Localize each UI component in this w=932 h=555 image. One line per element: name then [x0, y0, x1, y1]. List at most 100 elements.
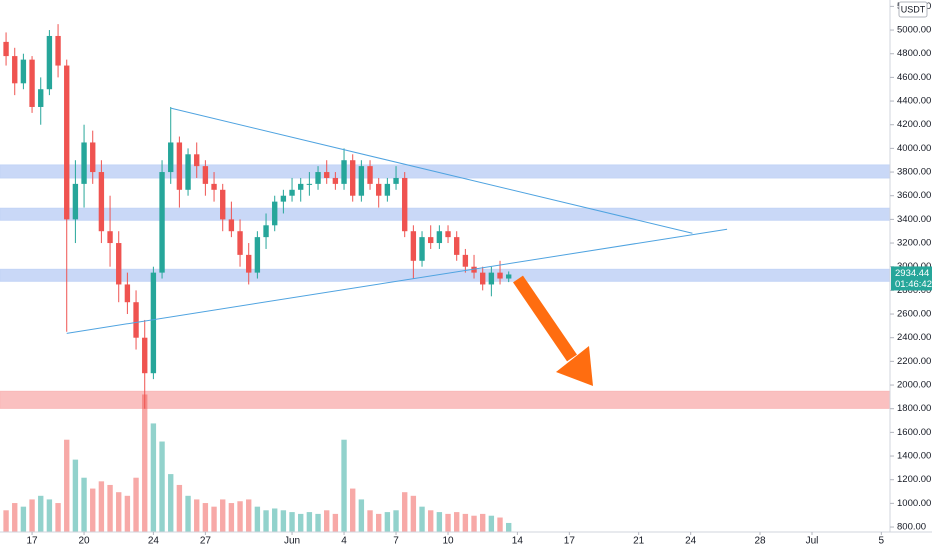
volume-bar — [341, 439, 347, 532]
candle-body — [185, 154, 191, 190]
y-tick-label: 4200.00 — [897, 119, 931, 130]
last-price-label: 2934.44 — [895, 268, 929, 279]
candle-body — [367, 166, 373, 184]
y-tick-label: 4600.00 — [897, 72, 931, 83]
x-tick-label: 7 — [393, 536, 399, 547]
candle-body — [298, 183, 304, 190]
volume-bar — [124, 495, 131, 532]
last-price-box — [891, 266, 932, 291]
volume-bar — [116, 492, 122, 532]
candle-body — [488, 272, 495, 285]
volume-bar — [324, 510, 330, 532]
candle-body — [384, 183, 391, 196]
arrow-head — [556, 346, 593, 386]
y-tick-label: 3600.00 — [897, 190, 931, 201]
candle-body — [315, 172, 321, 184]
volume-bar — [298, 513, 304, 532]
candle-body — [46, 35, 53, 90]
currency-label: USDT — [901, 4, 926, 14]
volume-bar — [289, 512, 295, 532]
candle-body — [202, 166, 209, 184]
volume-bar — [194, 499, 200, 532]
volume-bar — [150, 423, 157, 532]
y-tick-label: 2000.00 — [897, 380, 931, 391]
y-tick-label: 2400.00 — [897, 332, 931, 343]
currency-badge: USDT — [898, 1, 928, 18]
x-tick-label: 24 — [148, 536, 160, 547]
y-tick-label: 1800.00 — [897, 403, 931, 414]
volume-bar — [506, 522, 512, 532]
volume-bar — [497, 517, 503, 532]
volume-bar — [20, 506, 27, 532]
candle-body — [402, 177, 408, 232]
candle-body — [211, 183, 217, 190]
x-tick-label: 4 — [341, 536, 347, 547]
candle-body — [497, 272, 503, 279]
candle-body — [350, 160, 356, 196]
x-tick-label: Jul — [806, 536, 819, 547]
candle-body — [436, 231, 443, 244]
volume-bar — [220, 499, 226, 532]
x-tick-label: 20 — [78, 536, 90, 547]
volume-bar — [419, 506, 425, 532]
candle-body — [445, 231, 451, 238]
y-tick-label: 2200.00 — [897, 356, 931, 367]
volume-bar — [46, 499, 53, 532]
candle-body — [480, 272, 486, 285]
y-tick-label: 5000.00 — [897, 25, 931, 36]
price-zone — [0, 164, 891, 179]
trend-line — [170, 107, 693, 234]
volume-bar — [185, 495, 191, 532]
trend-lines — [66, 107, 728, 334]
trend-line — [66, 228, 728, 334]
volume-bar — [488, 515, 495, 532]
volume-bar — [64, 439, 70, 532]
price-zone — [0, 390, 891, 409]
y-tick-label: 4000.00 — [897, 143, 931, 154]
volume-bar — [98, 481, 105, 532]
x-tick-label: Jun — [284, 536, 300, 547]
candle-body — [116, 243, 122, 285]
volume-bar — [254, 506, 261, 532]
volume-bar — [280, 510, 287, 532]
volume-bar — [471, 515, 477, 532]
candle-body — [124, 284, 131, 303]
forecast-arrow — [513, 275, 593, 386]
candle-body — [306, 183, 313, 185]
candle-body — [428, 237, 434, 244]
y-tick-label: 1400.00 — [897, 451, 931, 462]
currency-badge-box — [898, 1, 928, 18]
volume-bar — [29, 499, 35, 532]
candle-body — [133, 302, 139, 338]
candles — [3, 24, 512, 409]
y-tick-label: 3200.00 — [897, 238, 931, 249]
volume-bar — [176, 484, 183, 532]
volume-bar — [410, 495, 417, 532]
volume-bar — [350, 488, 356, 532]
candle-body — [12, 56, 18, 84]
candle-body — [29, 59, 35, 107]
candle-body — [3, 41, 9, 57]
candle-body — [98, 172, 105, 232]
candle-body — [55, 35, 61, 66]
candle-body — [410, 231, 417, 261]
candle-body — [194, 154, 200, 167]
candle-body — [168, 142, 174, 173]
volume-bar — [246, 499, 252, 532]
volume-bar — [72, 459, 79, 532]
candle-body — [263, 225, 269, 238]
candle-body — [142, 337, 148, 374]
y-tick-label: 1000.00 — [897, 498, 931, 509]
volume-bar — [142, 394, 148, 532]
volume-bar — [376, 513, 382, 532]
candle-body — [228, 219, 235, 232]
y-tick-label: 2600.00 — [897, 309, 931, 320]
volume-bars — [3, 394, 512, 532]
volume-bar — [159, 441, 165, 532]
volume-bar — [133, 477, 139, 532]
volume-bar — [480, 513, 486, 532]
y-tick-label: 1200.00 — [897, 474, 931, 485]
x-tick-label: 10 — [442, 536, 454, 547]
candle-body — [72, 183, 79, 220]
volume-bar — [445, 513, 451, 532]
